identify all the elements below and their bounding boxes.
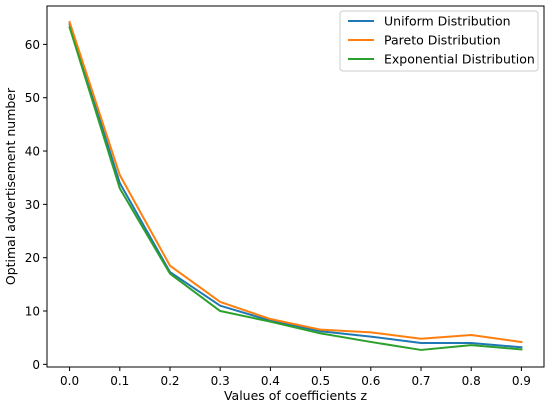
x-tick-label: 0.2 xyxy=(160,374,179,388)
y-tick-label: 60 xyxy=(25,38,40,52)
y-tick-label: 40 xyxy=(25,145,40,159)
series-lines xyxy=(68,20,523,351)
plot-frame xyxy=(46,5,545,368)
y-tick-label: 20 xyxy=(25,251,40,265)
legend: Uniform Distribution Pareto Distribution E… xyxy=(339,10,539,72)
legend-box xyxy=(339,10,539,72)
series-line-1 xyxy=(68,22,523,349)
x-tick-label: 0.5 xyxy=(311,374,330,388)
x-tick-label: 0.4 xyxy=(261,374,280,388)
x-tick-label: 0.1 xyxy=(110,374,129,388)
legend-entry-label: Uniform Distribution xyxy=(384,14,511,29)
x-tick-label: 0.8 xyxy=(462,374,481,388)
y-tick-label: 50 xyxy=(25,91,40,105)
legend-entry-label: Pareto Distribution xyxy=(384,33,501,48)
x-axis-label: Values of coefficients z xyxy=(224,388,367,403)
x-tick-label: 0.7 xyxy=(411,374,430,388)
axis-ticks: 0.0 0.1 0.2 0.3 0.4 0.5 0.6 0.7 0.8 0.9 0 10 20 30 40 5… xyxy=(25,38,531,388)
x-tick-label: 0.3 xyxy=(211,374,230,388)
x-tick-label: 0.9 xyxy=(512,374,531,388)
x-tick-label: 0.0 xyxy=(60,374,79,388)
y-tick-label: 30 xyxy=(25,198,40,212)
legend-entry-label: Exponential Distribution xyxy=(384,52,535,67)
y-tick-label: 0 xyxy=(32,358,40,372)
x-tick-label: 0.6 xyxy=(361,374,380,388)
y-axis-label: Optimal advertisement number xyxy=(3,87,18,285)
series-line-3 xyxy=(68,26,523,351)
series-line-2 xyxy=(68,20,523,344)
y-tick-label: 10 xyxy=(25,305,40,319)
